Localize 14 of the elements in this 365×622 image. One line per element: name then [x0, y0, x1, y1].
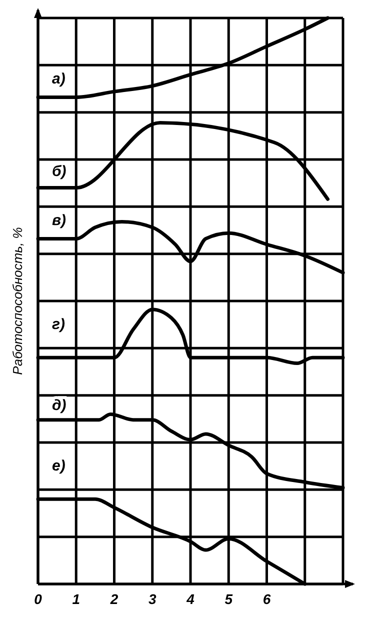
series-label: е) [52, 458, 66, 475]
series-label: в) [52, 212, 66, 230]
x-tick-label: 0 [34, 591, 42, 607]
series-label: г) [52, 316, 66, 334]
y-axis-title: Работоспособность, % [10, 227, 25, 375]
series-label: а) [52, 70, 66, 88]
series-label: б) [52, 163, 66, 180]
x-tick-label: 3 [148, 591, 156, 607]
x-tick-label: 4 [186, 591, 195, 607]
x-tick-label: 6 [262, 591, 271, 607]
series-label: д) [52, 397, 66, 414]
x-tick-label: 5 [224, 591, 233, 607]
x-tick-label: 2 [109, 591, 118, 607]
x-tick-label: 1 [72, 591, 80, 607]
